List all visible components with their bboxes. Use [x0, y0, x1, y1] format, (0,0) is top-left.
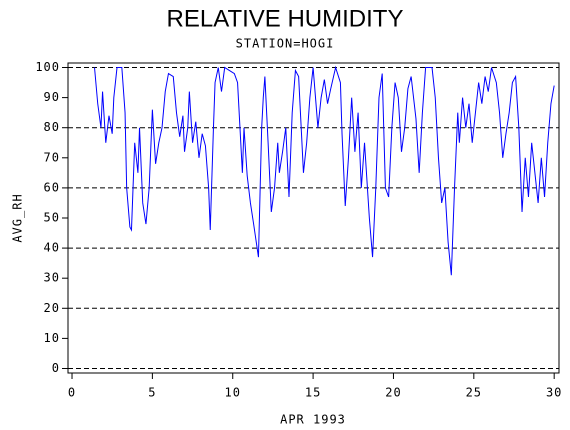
y-tick-label: 40 — [44, 241, 60, 255]
x-tick-label: 30 — [546, 386, 562, 400]
y-tick-label: 30 — [44, 271, 60, 285]
x-axis-label: APR 1993 — [280, 413, 346, 427]
x-tick-label: 10 — [225, 386, 241, 400]
y-tick-label: 10 — [44, 331, 60, 345]
y-tick-label: 100 — [35, 60, 60, 74]
y-tick-label: 60 — [44, 180, 60, 194]
y-tick-label: 0 — [52, 361, 60, 375]
y-axis-label: AVG_RH — [11, 193, 25, 242]
chart-subtitle: STATION=HOGI — [236, 37, 335, 51]
y-tick-label: 20 — [44, 301, 60, 315]
y-tick-label: 90 — [44, 90, 60, 104]
data-line — [94, 65, 555, 276]
x-tick-label: 25 — [466, 386, 482, 400]
x-tick-label: 0 — [68, 386, 76, 400]
x-tick-label: 15 — [305, 386, 321, 400]
y-tick-label: 80 — [44, 120, 60, 134]
y-tick-label: 50 — [44, 211, 60, 225]
y-tick-label: 70 — [44, 150, 60, 164]
x-tick-label: 5 — [148, 386, 156, 400]
chart-title: RELATIVE HUMIDITY — [167, 5, 404, 32]
plot-frame — [67, 62, 560, 374]
x-tick-label: 20 — [385, 386, 401, 400]
